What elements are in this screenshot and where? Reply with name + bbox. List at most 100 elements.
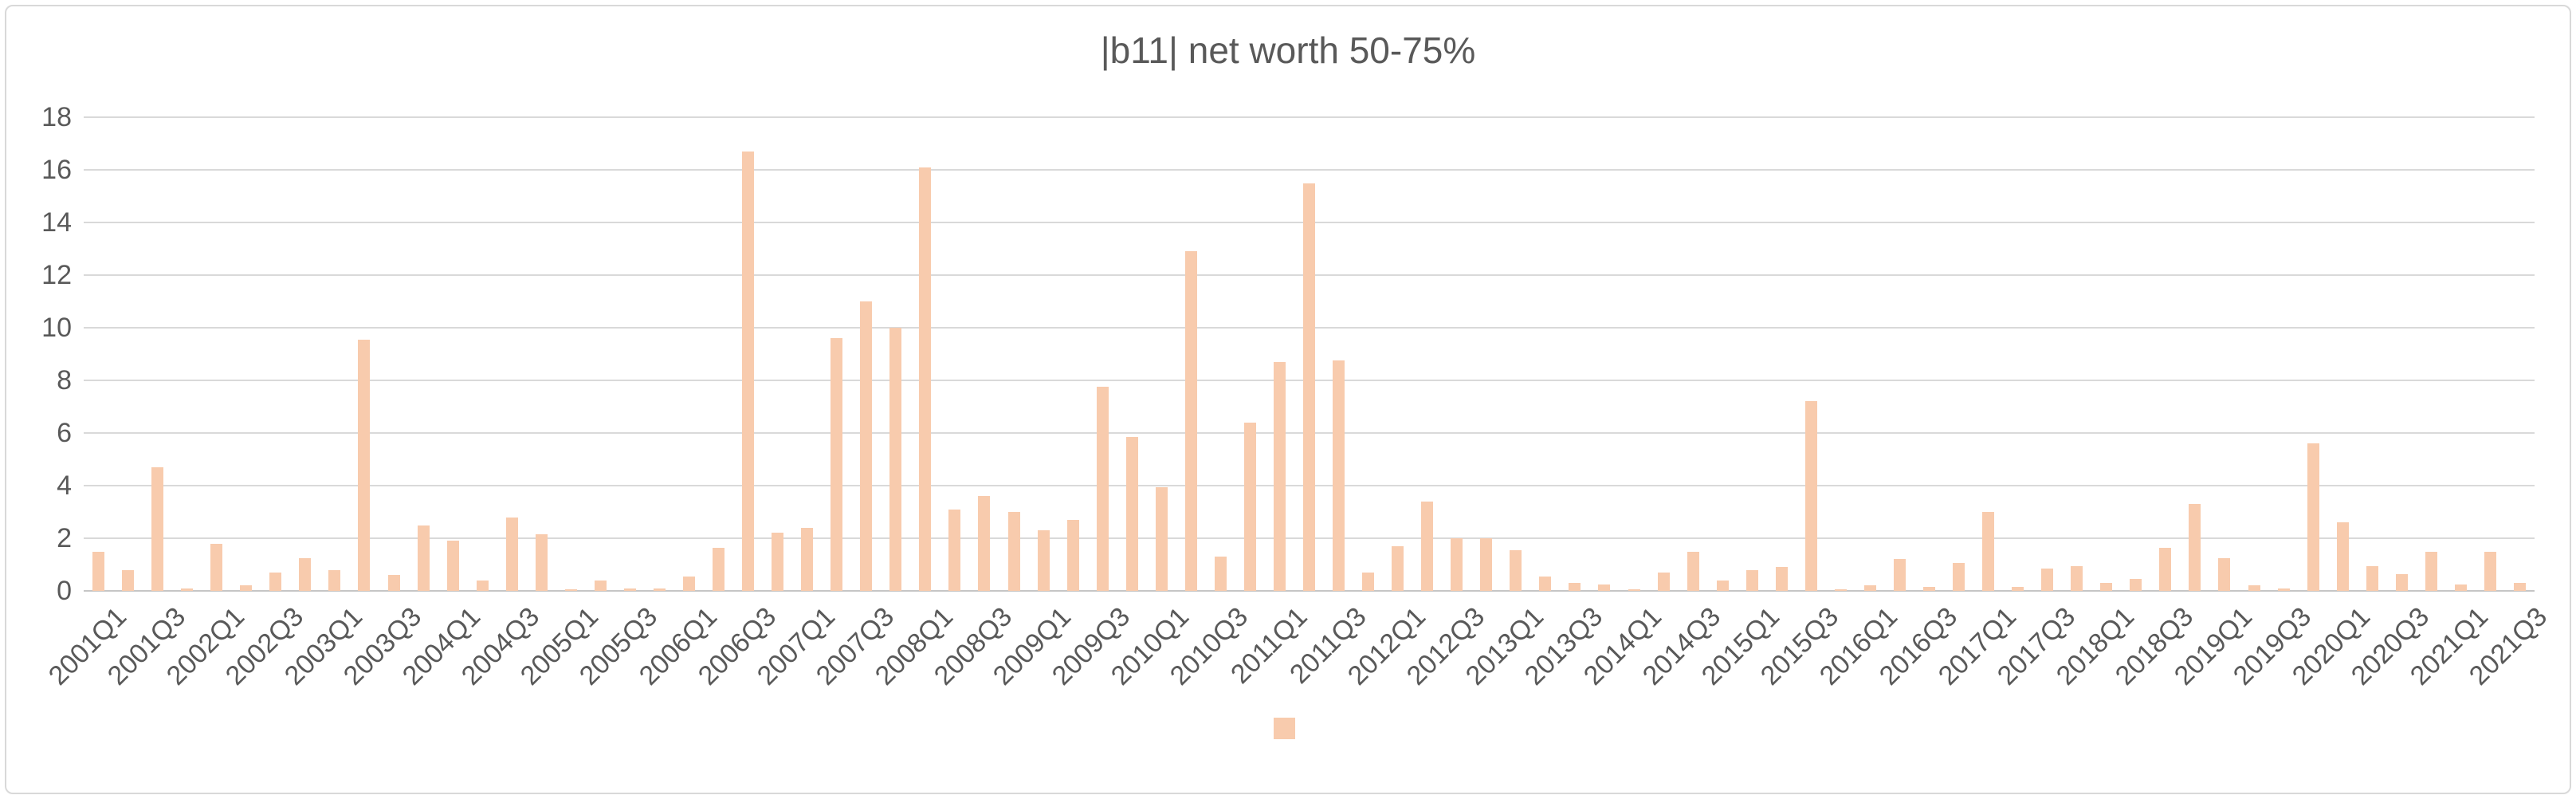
bar [1421, 501, 1434, 591]
bar [594, 580, 607, 591]
bar [948, 509, 961, 591]
bar [713, 547, 725, 591]
bar [240, 585, 253, 591]
bar [1184, 251, 1197, 591]
bar [1923, 587, 1935, 591]
chart-title: |b11| net worth 50-75% [1100, 30, 1476, 71]
bar [978, 496, 991, 591]
bar [1804, 401, 1817, 591]
bar [1628, 589, 1640, 591]
bar [446, 541, 459, 591]
bar [1982, 512, 1995, 591]
bar [1745, 569, 1758, 591]
bar [1687, 551, 1699, 591]
bar [2277, 588, 2290, 591]
bar [358, 339, 371, 591]
bar [387, 575, 400, 591]
bar [1834, 589, 1847, 591]
bar [1096, 387, 1109, 591]
y-tick-label: 12 [41, 260, 72, 290]
y-tick-label: 18 [41, 102, 72, 132]
legend [1274, 718, 1303, 739]
gridline [84, 169, 2535, 171]
bar [1066, 519, 1079, 591]
bar [299, 557, 312, 591]
y-tick-label: 14 [41, 207, 72, 238]
bar [1480, 538, 1493, 591]
bar [772, 533, 784, 591]
bar [860, 301, 873, 591]
bar [1539, 576, 1552, 591]
bar [1273, 361, 1286, 591]
bar [2336, 522, 2349, 591]
y-tick-label: 6 [57, 418, 72, 448]
bar [1007, 512, 1020, 591]
bar [2071, 565, 2083, 591]
bar [1037, 530, 1050, 591]
bar [2041, 568, 2054, 591]
bar [2189, 504, 2201, 591]
bar [505, 517, 518, 591]
bar [801, 527, 814, 591]
bar [1362, 572, 1375, 591]
bar [2395, 573, 2408, 591]
bar [476, 580, 489, 591]
bar [2100, 583, 2113, 591]
bar [1451, 538, 1463, 591]
bar [328, 569, 341, 591]
bar [2425, 551, 2437, 591]
bar [1775, 567, 1788, 591]
bar [2513, 583, 2526, 591]
bar [1510, 549, 1522, 591]
bar [653, 588, 666, 591]
bar [2484, 551, 2496, 591]
bar [564, 589, 577, 591]
bar [210, 543, 223, 591]
bar [122, 569, 135, 591]
bar [831, 338, 843, 591]
bar [1303, 183, 1315, 591]
bar [1125, 436, 1138, 591]
bar [1716, 580, 1729, 591]
gridline [84, 116, 2535, 118]
bar [2307, 443, 2319, 591]
bar [181, 588, 194, 591]
bar [2012, 587, 2024, 591]
bar [889, 328, 902, 591]
bar [2130, 579, 2142, 591]
bar [1953, 563, 1965, 591]
bar [2159, 547, 2172, 591]
bar [417, 525, 430, 591]
bar [1657, 572, 1670, 591]
y-tick-label: 10 [41, 313, 72, 343]
bar [742, 151, 755, 591]
y-tick-label: 16 [41, 155, 72, 185]
bar [2248, 585, 2260, 591]
bar [1863, 585, 1876, 591]
bar [2366, 565, 2378, 591]
y-tick-label: 8 [57, 365, 72, 396]
bar [2454, 584, 2467, 591]
x-axis-line [84, 590, 2535, 592]
bar [1598, 584, 1611, 591]
bar [1214, 557, 1227, 591]
bar [92, 551, 105, 591]
y-tick-label: 4 [57, 470, 72, 501]
bar [623, 588, 636, 591]
bar [1392, 545, 1404, 591]
y-tick-label: 0 [57, 576, 72, 606]
chart-border [5, 5, 2571, 794]
bar [682, 576, 695, 591]
bar [269, 572, 282, 591]
bar [151, 466, 164, 591]
bar [1333, 360, 1345, 591]
bar [1243, 422, 1256, 591]
bar [1155, 486, 1168, 591]
bar [1569, 583, 1581, 591]
bar [1893, 559, 1906, 591]
bar [535, 534, 548, 591]
bar [919, 167, 932, 591]
legend-marker-icon [1274, 718, 1295, 739]
y-tick-label: 2 [57, 523, 72, 553]
